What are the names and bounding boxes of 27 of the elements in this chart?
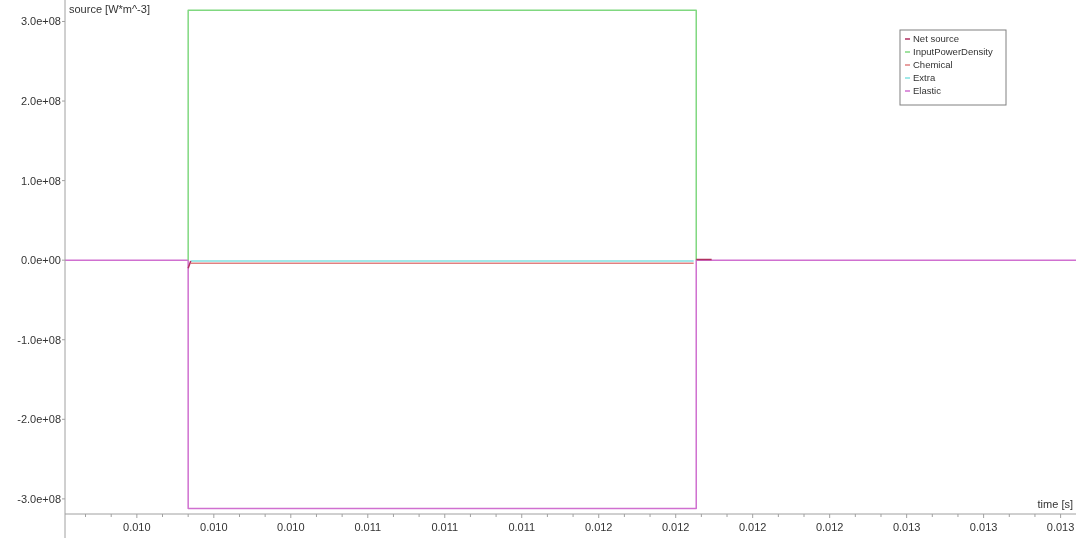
y-tick-label: -3.0e+08: [17, 492, 61, 505]
y-tick-label: 3.0e+08: [20, 15, 61, 28]
legend-label: InputPowerDensity: [913, 46, 993, 57]
x-tick-label: 0.012: [815, 521, 844, 533]
y-axis-title: source [W*m^-3]: [69, 3, 150, 15]
x-axis-title: time [s]: [1037, 498, 1073, 510]
legend-label: Chemical: [913, 59, 953, 70]
x-tick-label: 0.010: [123, 521, 151, 533]
y-tick-label: 0.0e+00: [20, 254, 61, 267]
y-tick-label: 1.0e+08: [20, 174, 61, 187]
x-tick-label: 0.011: [508, 521, 536, 533]
x-tick-label: 0.012: [584, 521, 613, 533]
x-tick-label: 0.011: [431, 521, 459, 533]
x-tick-label: 0.011: [354, 521, 382, 533]
x-tick-label: 0.010: [277, 521, 305, 533]
x-tick-label: 0.010: [200, 521, 228, 533]
y-tick-label: -1.0e+08: [17, 333, 61, 346]
legend-label: Extra: [913, 72, 936, 83]
x-tick-label: 0.012: [661, 521, 690, 533]
x-tick-label: 0.013: [1046, 521, 1075, 533]
x-tick-label: 0.013: [969, 521, 998, 533]
y-tick-label: 2.0e+08: [20, 95, 61, 108]
y-tick-label: -2.0e+08: [17, 413, 61, 426]
x-tick-label: 0.012: [738, 521, 767, 533]
legend-label: Elastic: [913, 85, 942, 96]
legend-label: Net source: [913, 33, 959, 44]
x-tick-label: 0.013: [892, 521, 921, 533]
